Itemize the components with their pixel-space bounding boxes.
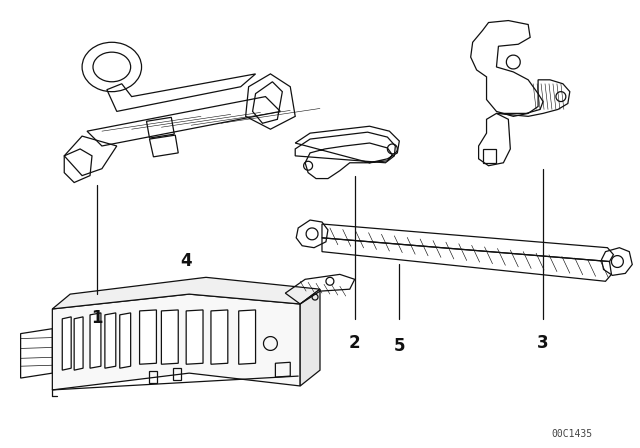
Polygon shape <box>90 313 101 368</box>
Polygon shape <box>140 310 156 364</box>
Text: 00C1435: 00C1435 <box>552 430 593 439</box>
Polygon shape <box>161 310 179 364</box>
Polygon shape <box>105 313 116 368</box>
Text: 5: 5 <box>394 336 405 354</box>
Polygon shape <box>239 310 255 364</box>
Polygon shape <box>62 317 71 370</box>
Polygon shape <box>52 294 300 390</box>
Text: 1: 1 <box>92 309 102 327</box>
Polygon shape <box>211 310 228 364</box>
Text: 3: 3 <box>537 334 549 352</box>
Polygon shape <box>300 289 320 386</box>
Polygon shape <box>74 317 83 370</box>
Polygon shape <box>52 277 320 309</box>
Polygon shape <box>120 313 131 368</box>
Polygon shape <box>186 310 203 364</box>
Text: 2: 2 <box>349 334 360 352</box>
Text: 4: 4 <box>180 252 192 270</box>
